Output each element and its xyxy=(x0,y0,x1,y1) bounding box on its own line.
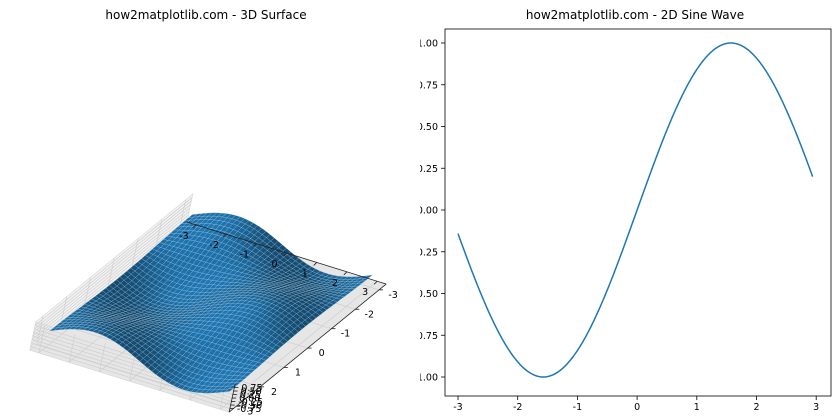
z-tick-label: 0.50 xyxy=(241,387,262,398)
z-tick-label: 0.00 xyxy=(239,394,260,405)
y-tick-label: -1.00 xyxy=(420,373,438,384)
y-tick-label: -2 xyxy=(365,309,374,320)
surface-chart: how2matplotlib.com - 3D Surface -3 -2 -1 0 1… xyxy=(29,8,398,417)
back-grid-z xyxy=(31,342,231,406)
y-tick-label: 1 xyxy=(295,367,301,378)
left-grid-z xyxy=(32,207,191,337)
x-tick xyxy=(343,271,348,276)
y-tick-label: -0.75 xyxy=(420,331,438,342)
x-tick-label: 0 xyxy=(634,402,640,413)
back-grid-z xyxy=(30,346,230,409)
y-tick-label: -3 xyxy=(388,290,397,301)
sine-series-line xyxy=(457,42,814,378)
sine-chart-title: how2matplotlib.com - 2D Sine Wave xyxy=(526,8,744,22)
x-tick-label: 3 xyxy=(362,287,368,298)
y-tick-label: 0.50 xyxy=(420,122,438,133)
y-tick-label: 0.25 xyxy=(420,164,438,175)
z-tick-label: -0.75 xyxy=(237,404,262,415)
plot-frame xyxy=(444,28,832,397)
x-tick-label: 0 xyxy=(272,259,278,270)
x-tick-label: -3 xyxy=(179,231,188,242)
y-tick-label: 3 xyxy=(247,406,253,417)
x-tick-label: -3 xyxy=(453,402,462,413)
x-tick xyxy=(222,233,227,238)
y-tick-label: 0.00 xyxy=(420,206,438,217)
x-tick-label: -1 xyxy=(573,402,582,413)
z-tick-label: 0.75 xyxy=(241,383,262,394)
z-tick-label: 0.25 xyxy=(240,390,261,401)
x-tick xyxy=(192,224,197,229)
left-grid-z xyxy=(31,214,189,344)
surface-chart-title: how2matplotlib.com - 3D Surface xyxy=(105,8,306,22)
surface xyxy=(48,212,374,394)
x-tick xyxy=(313,262,318,266)
x-tick-label: 1 xyxy=(302,268,308,279)
y-tick-label: -0.50 xyxy=(420,289,438,300)
y-tick-label: 0 xyxy=(319,348,325,359)
x-tick xyxy=(373,280,378,285)
floor-grid-y xyxy=(36,343,237,407)
y-tick-label: 1.00 xyxy=(420,39,438,50)
y-tick-label: 2 xyxy=(271,387,277,398)
x-tick-label: 1 xyxy=(694,402,700,413)
left-grid-z xyxy=(31,211,190,340)
y-tick-label: -1 xyxy=(341,329,350,340)
x-tick-label: -1 xyxy=(240,250,249,261)
left-grid-z xyxy=(34,200,192,330)
x-tick xyxy=(253,243,257,247)
x-tick-label: -2 xyxy=(209,240,218,251)
x-tick-label: 3 xyxy=(813,402,819,413)
x-tick-label: 2 xyxy=(332,278,338,289)
floor-grid-x xyxy=(219,280,378,410)
left-grid-z xyxy=(34,197,193,326)
y-tick-label: 0.75 xyxy=(420,80,438,91)
z-tick-label: -0.50 xyxy=(238,401,263,412)
sine-chart: how2matplotlib.com - 2D Sine Wave -3 -2 -1… xyxy=(420,8,832,413)
z-tick-label: -0.25 xyxy=(238,397,263,408)
x-tick-label: -2 xyxy=(513,402,522,413)
left-grid-z xyxy=(33,204,191,333)
y-tick-label: -0.25 xyxy=(420,247,438,258)
x-tick xyxy=(283,252,287,257)
x-tick-label: 2 xyxy=(753,402,759,413)
